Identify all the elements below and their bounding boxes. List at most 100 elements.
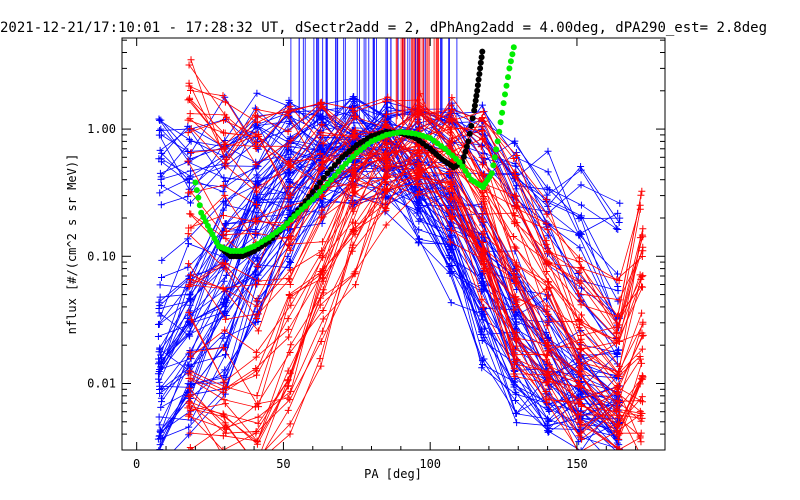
red-marker-32-7 [415,125,423,133]
red-marker-34-2 [253,371,261,379]
red-marker-19-1 [219,211,227,219]
red-marker-24-12 [577,335,585,343]
blue-mid-marker-8-5 [317,115,325,123]
red-marker-43-1 [220,465,227,472]
red-marker-44-1 [219,446,227,450]
red-marker-43-12 [578,403,586,411]
red-marker-6-1 [219,92,227,100]
red-marker-9-0 [187,125,195,133]
red-marker-43-10 [512,334,520,342]
red-marker-4-14 [636,201,644,209]
blue-mid-marker-2-0 [156,302,164,310]
y-axis-ticks: 0.01 0.10 1.00 [87,39,665,451]
green-dot-26-2 [509,51,516,58]
red-marker-0-2 [253,106,261,113]
red-marker-13-11 [544,226,552,234]
red-marker-48-9 [478,295,486,303]
red-marker-11-4 [318,120,326,128]
green-dot-20-3 [465,172,472,179]
blue-marker-11-0 [156,146,164,154]
black-dot-18-2 [462,148,469,155]
black-dot-8-3 [335,158,342,165]
blue-marker-17-1 [186,199,194,207]
blue-marker-4-13 [577,163,585,171]
blue-mid-marker-35-14 [616,451,623,458]
red-marker-28-1 [221,326,229,334]
blue-mid-marker-26-2 [220,256,228,264]
red-marker-11-10 [510,192,518,200]
x-axis-label: PA [deg] [364,467,422,481]
red-marker-29-1 [219,344,227,352]
blue-mid-marker-49-6 [350,200,358,208]
chart-title: 2021-12-21/17:10:01 - 17:28:32 UT, dSect… [0,20,767,36]
red-marker-36-13 [613,383,621,391]
red-marker-41-11 [543,350,551,358]
red-marker-27-12 [575,324,583,332]
red-marker-32-5 [349,166,357,174]
red-marker-22-11 [542,285,550,293]
blue-marker-8-13 [576,244,584,252]
blue-mid-marker-3-2 [221,197,229,205]
red-marker-44-3 [286,396,294,404]
red-marker-27-10 [513,265,521,273]
green-dot-8-3 [291,213,298,220]
blue-marker-4-1 [184,148,192,156]
blue-mid-marker-48-11 [512,409,520,417]
red-marker-13-8 [448,134,456,142]
red-marker-13-2 [254,131,262,139]
red-marker-5-14 [638,187,646,195]
red-marker-9-2 [253,188,261,196]
blue-mid-marker-46-9 [447,299,455,307]
black-dot-21-1 [474,82,481,89]
red-marker-34-5 [349,218,357,226]
blue-marker-5-14 [616,214,624,222]
blue-mid-marker-37-0 [156,386,164,394]
red-marker-42-8 [446,238,454,246]
red-marker-47-12 [577,435,585,443]
red-marker-7-12 [578,311,586,319]
blue-marker-13-12 [544,232,552,240]
red-marker-31-5 [349,174,357,182]
red-marker-19-14 [636,271,644,279]
red-marker-10-2 [252,138,260,146]
red-marker-32-2 [252,364,260,372]
red-marker-31-14 [638,359,646,367]
red-marker-16-12 [575,316,583,324]
green-dot-12-3 [350,153,357,160]
red-marker-1-2 [252,161,260,169]
blue-marker-6-13 [577,212,585,220]
blue-mid-marker-10-3 [254,174,262,182]
red-marker-34-14 [639,373,647,381]
blue-mid-marker-40-8 [414,203,422,211]
red-marker-5-0 [185,82,193,90]
red-marker-38-6 [383,144,391,152]
red-marker-27-9 [480,205,488,213]
blue-mid-marker-43-3 [252,318,260,326]
red-marker-43-14 [638,454,645,461]
black-dot-21-2 [475,76,482,83]
blue-mid-marker-46-8 [415,235,423,243]
blue-mid-marker-41-9 [448,255,456,263]
red-marker-24-2 [253,302,261,310]
red-marker-32-10 [513,278,521,286]
blue-mid-marker-34-1 [187,362,195,370]
green-dot-20-0 [456,159,463,166]
blue-mid-marker-3-0 [156,281,164,289]
blue-mid-marker-47-0 [158,447,160,450]
red-marker-44-14 [642,449,644,450]
red-marker-10-1 [221,111,229,119]
red-marker-2-3 [285,107,293,115]
red-marker-33-2 [253,392,261,400]
red-marker-41-9 [478,250,486,258]
red-marker-43-2 [253,456,260,463]
blue-mid-marker-22-0 [154,370,162,378]
blue-mid-marker-19-0 [154,332,162,340]
red-marker-30-11 [543,322,551,330]
green-dot-12-1 [342,160,349,167]
blue-mid-marker-6-0 [158,273,166,281]
red-marker-48-8 [447,181,455,189]
blue-marker-8-0 [157,173,165,181]
blue-mid-marker-39-3 [253,254,261,262]
red-marker-19-5 [351,126,359,134]
blue-mid-marker-48-4 [287,258,295,266]
